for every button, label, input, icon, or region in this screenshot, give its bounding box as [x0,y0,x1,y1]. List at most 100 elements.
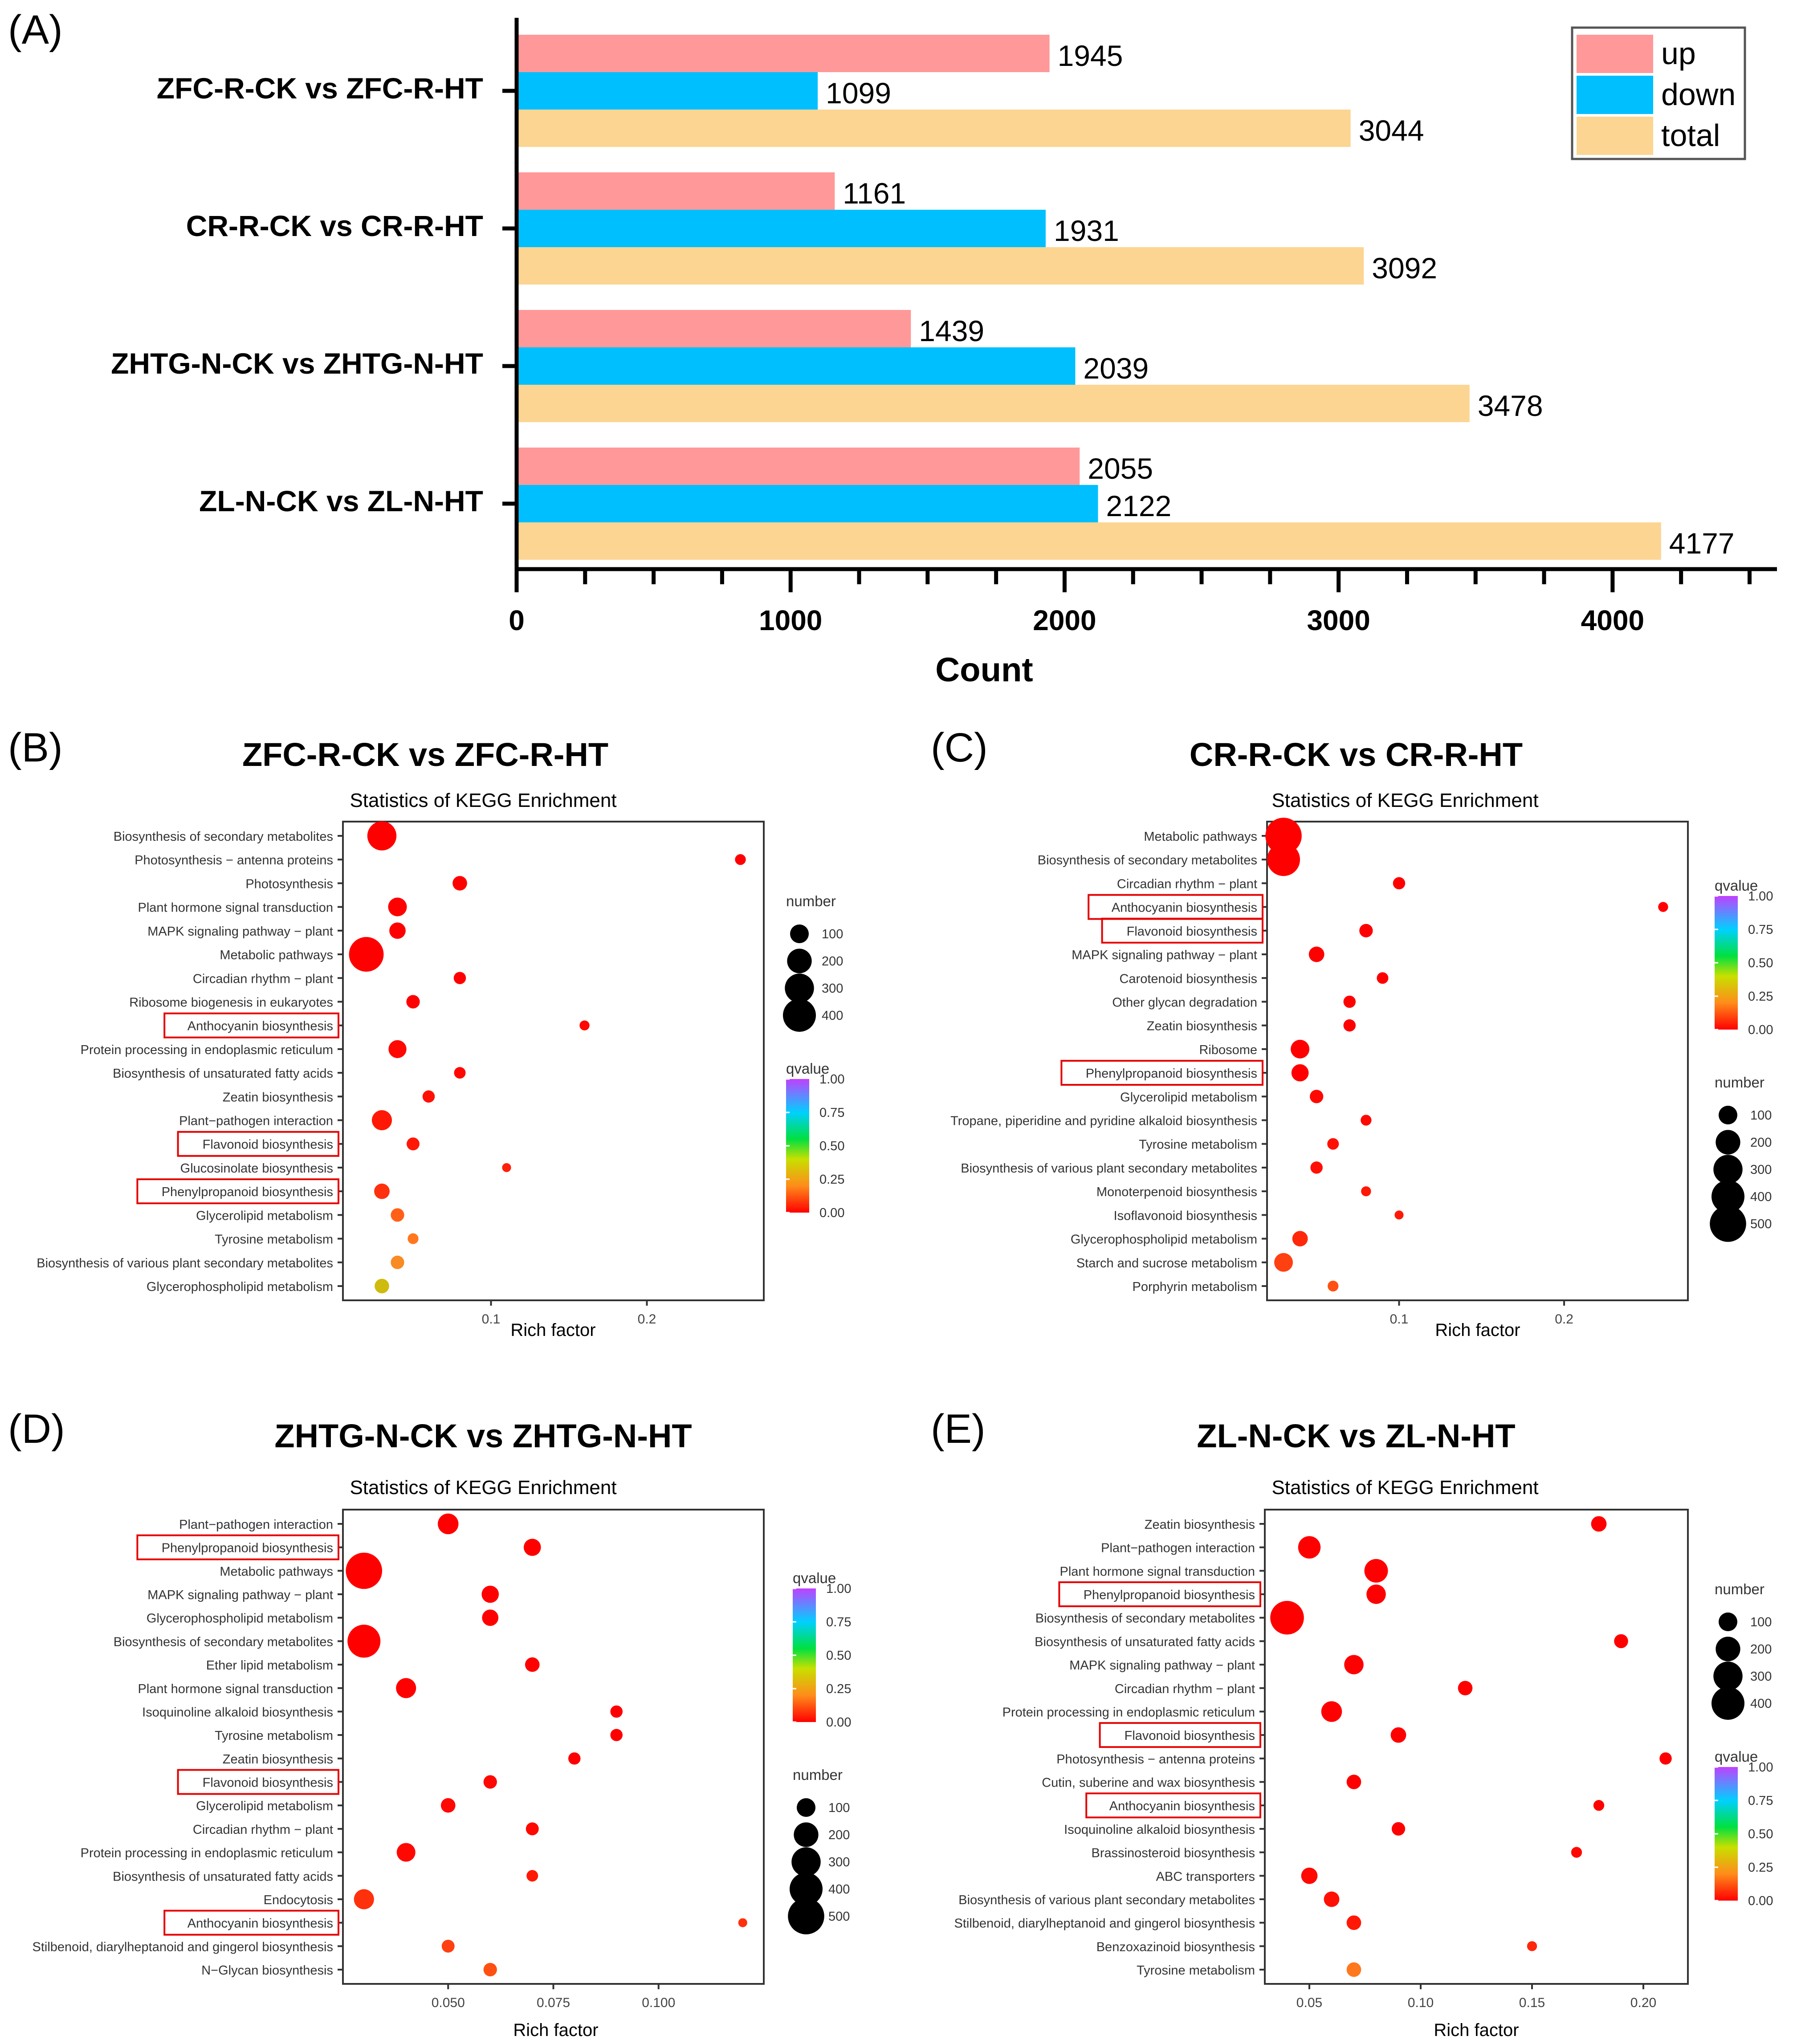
term-label-biosynthesis-of-various-plant-secondary-metabolites: Biosynthesis of various plant secondary … [37,1256,333,1270]
size-legend-dot-200 [1716,1130,1740,1155]
size-legend-label-200: 200 [1750,1136,1772,1150]
panel-e-subtitle: Statistics of KEGG Enrichment [1271,1477,1538,1498]
point-biosynthesis-of-various-plant-secondary-metabolites [1310,1161,1323,1174]
size-legend-title: number [1715,1581,1764,1597]
term-label-glycerolipid-metabolism: Glycerolipid metabolism [196,1209,333,1223]
size-legend-dot-100 [797,1798,815,1817]
point-cutin-suberine-and-wax-biosynthesis [1346,1775,1361,1789]
size-legend-dot-200 [1716,1637,1740,1661]
highlight-box-anthocyanin-biosynthesis [163,1910,339,1936]
qvalue-tick-label-0-75: 0.75 [1748,923,1773,937]
highlight-box-phenylpropanoid-biosynthesis [1060,1060,1263,1086]
size-legend-label-400: 400 [822,1009,843,1023]
x-tick-label-4000: 4000 [1581,604,1644,636]
size-legend-title: number [1715,1074,1764,1091]
size-legend-label-100: 100 [822,927,843,941]
qvalue-tick-label-0-00: 0.00 [819,1206,844,1220]
term-label-biosynthesis-of-secondary-metabolites: Biosynthesis of secondary metabolites [114,1635,333,1649]
term-label-glycerophospholipid-metabolism: Glycerophospholipid metabolism [1071,1233,1257,1247]
x-tick-label-0.1: 0.1 [482,1312,501,1327]
term-label-cutin-suberine-and-wax-biosynthesis: Cutin, suberine and wax biosynthesis [1042,1776,1255,1790]
point-glycerophospholipid-metabolism [1292,1231,1308,1246]
bar-up-3 [517,310,911,347]
point-protein-processing-in-endoplasmic-reticulum [388,1040,407,1059]
term-label-porphyrin-metabolism: Porphyrin metabolism [1133,1280,1257,1294]
term-label-n-glycan-biosynthesis: N−Glycan biosynthesis [201,1963,333,1978]
point-stilbenoid-diarylheptanoid-and-gingerol-biosynthesis [441,1939,455,1953]
qvalue-tick-label-0-25: 0.25 [1748,1861,1773,1875]
point-isoflavonoid-biosynthesis [1394,1210,1404,1220]
x-tick-label-2000: 2000 [1033,604,1096,636]
term-label-photosynthesis-antenna-proteins: Photosynthesis − antenna proteins [134,853,333,867]
legend-swatch-total [1577,117,1653,155]
term-label-flavonoid-biosynthesis: Flavonoid biosynthesis [203,1776,333,1790]
term-label-ribosome-biogenesis-in-eukaryotes: Ribosome biogenesis in eukaryotes [129,995,333,1010]
size-legend-dot-400 [783,999,816,1032]
panel-e-title: ZL-N-CK vs ZL-N-HT [1197,1417,1515,1454]
panel-d-x-title: Rich factor [513,2020,598,2040]
term-label-anthocyanin-biosynthesis: Anthocyanin biosynthesis [1109,1799,1255,1813]
bar-down-2 [517,210,1046,247]
point-plant-pathogen-interaction [1298,1536,1321,1559]
size-legend-label-100: 100 [1750,1615,1772,1629]
term-label-mapk-signaling-pathway-plant: MAPK signaling pathway − plant [147,1588,333,1602]
term-label-phenylpropanoid-biosynthesis: Phenylpropanoid biosynthesis [1084,1588,1255,1602]
qvalue-legend-title: qvalue [1715,1748,1758,1765]
term-label-plant-pathogen-interaction: Plant−pathogen interaction [1101,1541,1255,1555]
point-plant-hormone-signal-transduction [388,897,407,916]
qvalue-colorbar [793,1588,816,1722]
size-legend-label-500: 500 [828,1910,850,1924]
term-label-monoterpenoid-biosynthesis: Monoterpenoid biosynthesis [1096,1185,1257,1199]
size-legend-label-400: 400 [828,1882,850,1897]
highlight-box-anthocyanin-biosynthesis [163,1012,339,1038]
qvalue-tick-label-0-50: 0.50 [1748,956,1773,970]
point-glycerophospholipid-metabolism [375,1279,389,1294]
bar-value-down-4: 2122 [1106,489,1171,522]
size-legend-dot-400 [1712,1180,1744,1213]
term-label-isoquinoline-alkaloid-biosynthesis: Isoquinoline alkaloid biosynthesis [142,1705,333,1719]
size-legend-label-400: 400 [1750,1190,1772,1204]
term-label-protein-processing-in-endoplasmic-reticulum: Protein processing in endoplasmic reticu… [1002,1705,1255,1719]
bar-value-down-3: 2039 [1083,352,1149,385]
term-label-stilbenoid-diarylheptanoid-and-gingerol-biosynthesis: Stilbenoid, diarylheptanoid and gingerol… [954,1917,1255,1931]
qvalue-legend-title: qvalue [793,1570,836,1586]
term-label-benzoxazinoid-biosynthesis: Benzoxazinoid biosynthesis [1096,1940,1255,1954]
point-monoterpenoid-biosynthesis [1361,1186,1371,1197]
point-anthocyanin-biosynthesis [1658,902,1668,912]
bar-value-up-4: 2055 [1088,452,1153,485]
point-biosynthesis-of-secondary-metabolites [1267,843,1300,876]
point-ether-lipid-metabolism [525,1657,540,1672]
point-tyrosine-metabolism [1327,1138,1339,1150]
term-label-flavonoid-biosynthesis: Flavonoid biosynthesis [1125,1729,1255,1743]
term-label-anthocyanin-biosynthesis: Anthocyanin biosynthesis [1112,901,1257,915]
point-protein-processing-in-endoplasmic-reticulum [396,1843,416,1862]
size-legend-dot-300 [1713,1155,1743,1184]
point-circadian-rhythm-plant [453,972,466,985]
qvalue-colorbar [786,1079,809,1213]
panel-c-x-title: Rich factor [1435,1320,1520,1340]
panel-b-label: (B) [8,725,63,770]
panel-a-x-title: Count [935,651,1033,689]
term-label-metabolic-pathways: Metabolic pathways [1144,830,1257,844]
term-label-abc-transporters: ABC transporters [1156,1869,1255,1884]
panel-d-subtitle: Statistics of KEGG Enrichment [350,1477,616,1498]
point-anthocyanin-biosynthesis [579,1020,590,1030]
legend-swatch-down [1577,76,1653,114]
category-label-zfc-r-ck-vs-zfc-r-ht: ZFC-R-CK vs ZFC-R-HT [157,72,483,105]
bar-total-3 [517,385,1470,422]
term-label-circadian-rhythm-plant: Circadian rhythm − plant [1117,877,1257,891]
panel-a: (A) ZFC-R-CK vs ZFC-R-HT 1945 1099 3044 CR-R… [8,7,1777,689]
point-anthocyanin-biosynthesis [1593,1800,1605,1811]
x-tick-label-0.05: 0.05 [1296,1995,1322,2010]
x-tick-label-0.1: 0.1 [1390,1312,1409,1327]
point-zeatin-biosynthesis [422,1090,435,1103]
term-label-phenylpropanoid-biosynthesis: Phenylpropanoid biosynthesis [162,1541,333,1555]
term-label-stilbenoid-diarylheptanoid-and-gingerol-biosynthesis: Stilbenoid, diarylheptanoid and gingerol… [32,1940,333,1954]
term-label-glycerophospholipid-metabolism: Glycerophospholipid metabolism [147,1612,333,1626]
term-label-other-glycan-degradation: Other glycan degradation [1112,995,1257,1010]
panel-a-label: (A) [8,7,63,53]
point-brassinosteroid-biosynthesis [1571,1847,1582,1858]
size-legend-label-400: 400 [1750,1697,1772,1711]
size-legend-label-300: 300 [822,981,843,996]
term-label-metabolic-pathways: Metabolic pathways [220,1564,333,1579]
